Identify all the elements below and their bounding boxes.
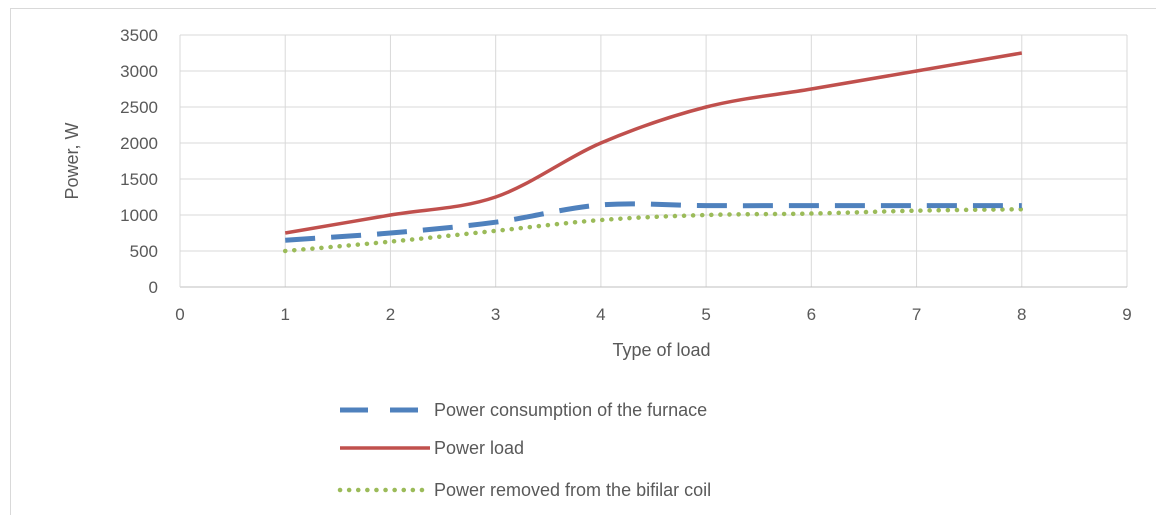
x-tick-label: 0 (175, 305, 184, 324)
y-tick-label: 3000 (120, 62, 158, 81)
y-tick-label: 1000 (120, 206, 158, 225)
y-tick-label: 1500 (120, 170, 158, 189)
legend-label-0: Power consumption of the furnace (434, 400, 707, 420)
x-tick-label: 6 (807, 305, 816, 324)
y-tick-label: 500 (130, 242, 158, 261)
y-axis-title: Power, W (62, 122, 82, 199)
series-line-1 (284, 51, 1023, 235)
y-tick-label: 2000 (120, 134, 158, 153)
x-tick-label: 5 (701, 305, 710, 324)
y-tick-label: 0 (149, 278, 158, 297)
axes (179, 35, 1127, 288)
legend-label-2: Power removed from the bifilar coil (434, 480, 711, 500)
series-lines (282, 51, 1025, 254)
legend-label-1: Power load (434, 438, 524, 458)
x-tick-label: 1 (280, 305, 289, 324)
series-line-2 (282, 206, 1025, 254)
legend: Power consumption of the furnace Power lo… (337, 400, 711, 500)
tick-labels: 0 500 1000 1500 2000 2500 3000 3500 0 1 2 3 4 5 6 7 8 9 (120, 26, 1132, 324)
chart-frame (10, 8, 1156, 515)
x-tick-label: 9 (1122, 305, 1131, 324)
x-tick-label: 7 (912, 305, 921, 324)
y-tick-label: 3500 (120, 26, 158, 45)
x-tick-label: 8 (1017, 305, 1026, 324)
x-tick-label: 2 (386, 305, 395, 324)
x-tick-label: 4 (596, 305, 605, 324)
series-line-0 (285, 201, 1022, 243)
x-axis-title: Type of load (612, 340, 710, 360)
gridlines (180, 34, 1128, 287)
x-tick-label: 3 (491, 305, 500, 324)
y-tick-label: 2500 (120, 98, 158, 117)
